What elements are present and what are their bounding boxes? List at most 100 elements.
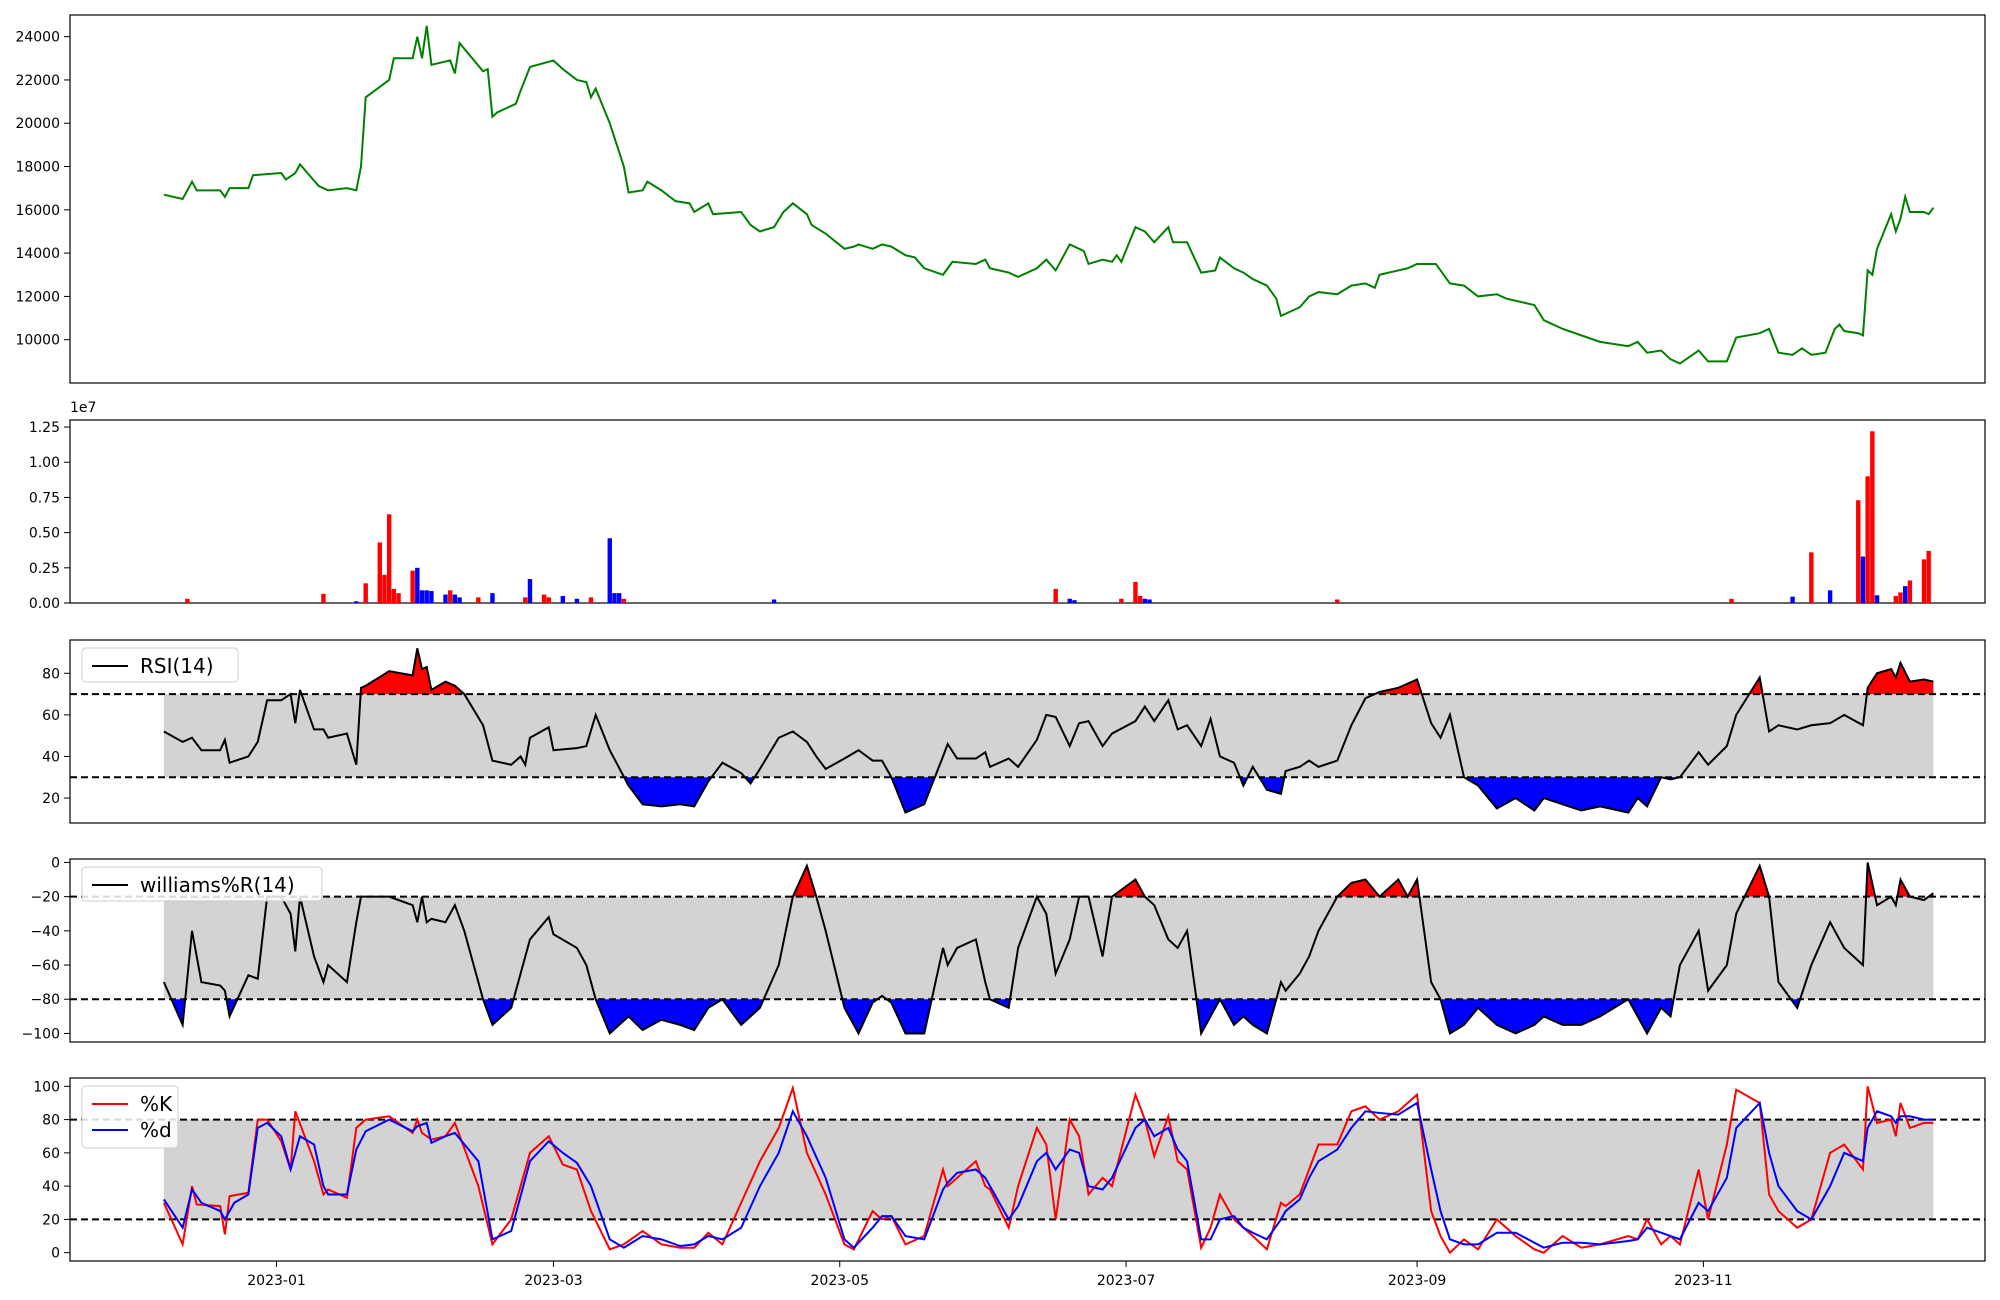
volume-bar bbox=[185, 598, 190, 603]
volume-bar bbox=[612, 593, 617, 603]
oversold-fill bbox=[1221, 999, 1276, 1034]
plot-frame bbox=[69, 1077, 1986, 1262]
y-tick-label: 20 bbox=[42, 1212, 60, 1228]
plot-frame bbox=[69, 14, 1986, 384]
y-tick-label: −40 bbox=[30, 924, 60, 940]
volume-bar bbox=[447, 590, 453, 603]
legend-label: %d bbox=[140, 1118, 172, 1142]
rsi-line bbox=[163, 648, 1934, 814]
y-tick-label: 0.00 bbox=[29, 596, 60, 612]
legend-box bbox=[81, 647, 239, 683]
y-tick-label: 40 bbox=[42, 749, 60, 765]
volume-bar bbox=[1067, 598, 1072, 603]
volume-panel: 0.00 0.25 0.50 0.75 1.00 1.25 1e7 bbox=[29, 400, 1986, 612]
y-tick-label: 0.50 bbox=[29, 526, 60, 542]
y-tick-label: −20 bbox=[30, 890, 60, 906]
y-tick-label: 22000 bbox=[15, 73, 60, 89]
volume-bar bbox=[1137, 595, 1143, 603]
volume-bar bbox=[1790, 596, 1795, 603]
volume-bar bbox=[1856, 500, 1861, 603]
overbought-fill bbox=[361, 648, 464, 695]
y-tick-label: 40 bbox=[42, 1179, 60, 1195]
volume-bar bbox=[1893, 595, 1899, 603]
y-tick-label: 16000 bbox=[15, 203, 60, 219]
oversold-fill bbox=[745, 777, 755, 784]
y-tick-label: −100 bbox=[22, 1026, 60, 1042]
y-tick-label: 100 bbox=[33, 1079, 60, 1095]
volume-bar bbox=[1860, 556, 1866, 603]
volume-bar bbox=[546, 597, 551, 603]
volume-bar bbox=[1809, 552, 1814, 603]
y-tick-label: 80 bbox=[42, 666, 60, 682]
volume-bar bbox=[588, 597, 594, 603]
x-tick-label: 2023-05 bbox=[811, 1273, 870, 1289]
volume-bar bbox=[607, 538, 612, 603]
price-line bbox=[163, 25, 1935, 365]
overbought-fill bbox=[793, 865, 816, 897]
volume-bar bbox=[616, 593, 622, 603]
volume-bar bbox=[1119, 598, 1124, 603]
legend-box bbox=[81, 866, 323, 902]
overbought-fill bbox=[1898, 879, 1909, 897]
oversold-fill bbox=[1629, 999, 1673, 1034]
volume-bar bbox=[377, 542, 382, 603]
overbought-fill bbox=[1408, 879, 1419, 897]
volume-bar bbox=[1898, 592, 1903, 603]
y-tick-label: 0 bbox=[51, 855, 60, 871]
volume-bar bbox=[1133, 581, 1138, 603]
williams-line bbox=[162, 862, 1934, 1037]
volume-bar bbox=[1921, 559, 1927, 603]
neutral-band bbox=[163, 896, 1934, 1000]
oversold-fill bbox=[1197, 999, 1219, 1034]
stoch-k-line bbox=[162, 1084, 1934, 1255]
neutral-band bbox=[163, 694, 1934, 778]
y-tick-label: 24000 bbox=[15, 30, 60, 46]
volume-bar bbox=[386, 514, 392, 603]
volume-bar bbox=[1865, 476, 1870, 603]
volume-bar bbox=[419, 590, 425, 603]
volume-bar bbox=[527, 579, 533, 603]
legend-label: %K bbox=[140, 1092, 173, 1116]
volume-bar bbox=[1874, 595, 1880, 603]
volume-bar bbox=[1053, 588, 1058, 603]
oversold-fill bbox=[723, 999, 764, 1025]
offset-label: 1e7 bbox=[70, 400, 96, 416]
volume-bar bbox=[1907, 580, 1913, 603]
volume-bar bbox=[457, 597, 462, 603]
volume-bar bbox=[476, 597, 481, 603]
volume-bar bbox=[560, 595, 566, 603]
x-tick-label: 2023-07 bbox=[1097, 1273, 1156, 1289]
oversold-fill bbox=[1465, 777, 1660, 813]
y-tick-label: 1.25 bbox=[29, 420, 60, 436]
plot-frame bbox=[69, 858, 1986, 1043]
y-tick-label: 12000 bbox=[15, 289, 60, 305]
volume-bar bbox=[321, 593, 326, 603]
x-tick-label: 2023-03 bbox=[524, 1273, 583, 1289]
y-tick-label: 60 bbox=[42, 708, 60, 724]
legend-label: williams%R(14) bbox=[140, 873, 295, 897]
oversold-fill bbox=[172, 999, 185, 1025]
y-tick-label: 1.00 bbox=[29, 455, 60, 471]
volume-bar bbox=[541, 594, 547, 603]
legend-box bbox=[81, 1085, 179, 1149]
x-tick-label: 2023-01 bbox=[247, 1273, 306, 1289]
volume-bar bbox=[771, 599, 777, 603]
volume-bar bbox=[1072, 600, 1077, 603]
y-tick-label: 0 bbox=[51, 1246, 60, 1262]
williams-panel: −100 −80 −60 −40 −20 0 williams%R(14) bbox=[22, 855, 1986, 1043]
volume-bar bbox=[415, 567, 420, 603]
volume-bar bbox=[1827, 590, 1833, 603]
y-tick-label: 10000 bbox=[15, 333, 60, 349]
volume-bar bbox=[490, 593, 495, 603]
volume-bar bbox=[382, 574, 387, 603]
volume-bar bbox=[396, 593, 401, 603]
y-tick-label: −60 bbox=[30, 958, 60, 974]
volume-bar bbox=[429, 591, 434, 603]
volume-bar bbox=[1729, 598, 1734, 603]
volume-bar bbox=[424, 590, 429, 603]
oversold-fill bbox=[596, 999, 722, 1034]
overbought-fill bbox=[1867, 662, 1934, 695]
volume-bar bbox=[1903, 586, 1908, 603]
x-tick-label: 2023-11 bbox=[1674, 1273, 1733, 1289]
volume-bar bbox=[354, 601, 359, 603]
